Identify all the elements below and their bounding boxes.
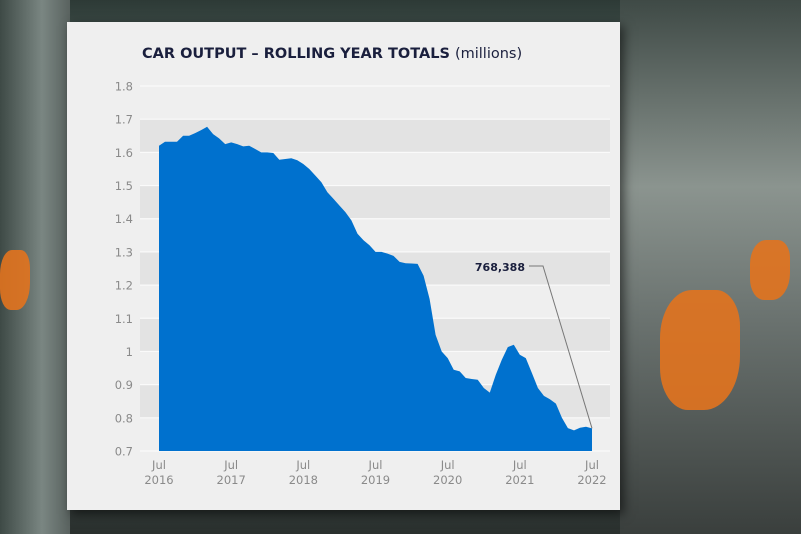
x-tick-year: 2016: [144, 473, 173, 487]
y-tick-label: 1.6: [115, 146, 133, 160]
x-tick-month: Jul: [440, 458, 455, 472]
x-tick-month: Jul: [223, 458, 238, 472]
y-tick-label: 1.4: [115, 212, 133, 226]
x-tick-year: 2022: [577, 473, 606, 487]
y-tick-label: 0.9: [115, 378, 133, 392]
x-tick-year: 2017: [217, 473, 246, 487]
x-tick-month: Jul: [151, 458, 166, 472]
y-tick-label: 1.1: [115, 312, 133, 326]
background-robot: [750, 240, 790, 300]
y-tick-label: 0.8: [115, 411, 133, 425]
background-robot: [660, 290, 740, 410]
area-series: [159, 126, 592, 452]
x-tick-year: 2018: [289, 473, 318, 487]
annotation-leader-line: [529, 265, 593, 429]
x-tick-month: Jul: [512, 458, 527, 472]
x-tick-month: Jul: [368, 458, 383, 472]
background-robot: [0, 250, 30, 310]
y-tick-label: 1.2: [115, 279, 133, 293]
y-tick-label: 1: [126, 345, 133, 359]
x-tick-year: 2021: [505, 473, 534, 487]
x-tick-year: 2020: [433, 473, 462, 487]
x-tick-month: Jul: [295, 458, 310, 472]
y-tick-label: 1.8: [115, 80, 133, 94]
y-tick-label: 1.5: [115, 179, 133, 193]
annotation-label: 768,388: [475, 261, 525, 274]
y-tick-label: 1.3: [115, 245, 133, 259]
x-tick-month: Jul: [584, 458, 599, 472]
y-tick-label: 0.7: [115, 445, 133, 459]
y-tick-label: 1.7: [115, 113, 133, 127]
x-tick-year: 2019: [361, 473, 390, 487]
chart-title: CAR OUTPUT – ROLLING YEAR TOTALS (millio…: [142, 46, 522, 62]
